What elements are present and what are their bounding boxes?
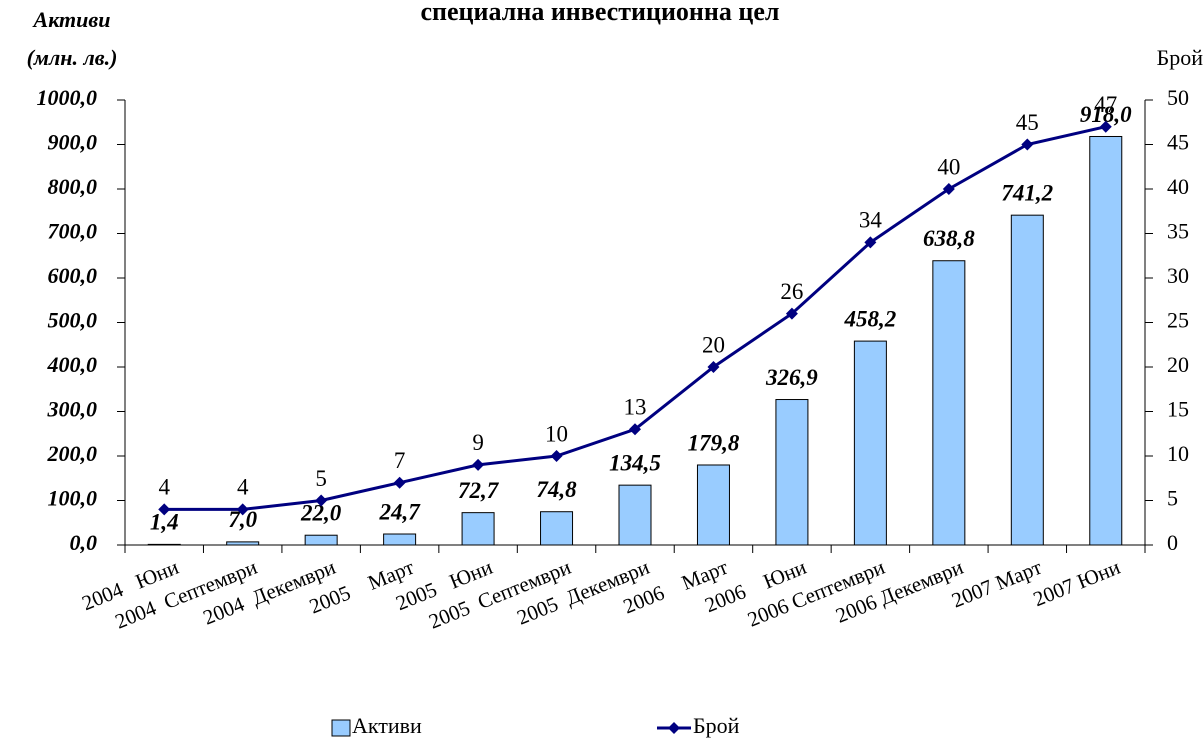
line-value-label: 10 bbox=[545, 421, 568, 446]
y2-tick-label: 25 bbox=[1167, 308, 1189, 333]
bar bbox=[775, 399, 809, 546]
bar bbox=[147, 543, 181, 546]
bar-value-label: 179,8 bbox=[688, 430, 740, 455]
line-value-label: 4 bbox=[158, 475, 170, 500]
legend-label: Активи bbox=[352, 713, 422, 738]
y2-axis-label: Брой bbox=[1157, 45, 1203, 70]
line-value-label: 9 bbox=[472, 430, 484, 455]
bar bbox=[618, 484, 652, 546]
line-marker bbox=[707, 361, 720, 373]
bar bbox=[1089, 135, 1123, 546]
line-value-label: 45 bbox=[1016, 110, 1039, 135]
bar-value-label: 326,9 bbox=[765, 365, 818, 390]
y-tick-label: 500,0 bbox=[48, 308, 98, 333]
bar bbox=[226, 541, 260, 546]
y2-tick-label: 30 bbox=[1167, 263, 1189, 288]
bar-value-label: 134,5 bbox=[609, 450, 661, 475]
x-tick-label: 2007 Юни bbox=[1030, 555, 1124, 611]
line-value-label: 34 bbox=[859, 208, 883, 233]
line-value-label: 26 bbox=[780, 279, 803, 304]
legend-marker bbox=[668, 722, 680, 734]
y2-tick-label: 10 bbox=[1167, 441, 1189, 466]
bar-value-label: 638,8 bbox=[923, 226, 975, 251]
y-axis-unit: (млн. лв.) bbox=[27, 45, 118, 70]
y2-tick-label: 40 bbox=[1167, 174, 1189, 199]
line-marker bbox=[942, 183, 955, 195]
legend-swatch bbox=[331, 719, 351, 737]
bar-value-label: 72,7 bbox=[458, 478, 500, 503]
line-marker bbox=[785, 307, 798, 320]
bar bbox=[1010, 214, 1044, 546]
line-value-label: 7 bbox=[394, 448, 406, 473]
bar bbox=[540, 511, 574, 546]
y2-tick-label: 15 bbox=[1167, 397, 1189, 422]
line-marker bbox=[1021, 138, 1034, 151]
y2-tick-label: 20 bbox=[1167, 352, 1189, 377]
y-tick-label: 300,0 bbox=[47, 397, 98, 422]
line-value-label: 4 bbox=[237, 475, 249, 500]
line-marker bbox=[472, 458, 485, 471]
y2-tick-label: 45 bbox=[1167, 130, 1189, 155]
y-tick-label: 100,0 bbox=[48, 486, 98, 511]
chart-title: специална инвестиционна цел bbox=[421, 0, 780, 26]
line-value-label: 47 bbox=[1094, 92, 1117, 117]
line-marker bbox=[864, 236, 877, 249]
bar bbox=[853, 340, 887, 546]
y2-tick-label: 5 bbox=[1167, 486, 1178, 511]
line-marker bbox=[550, 450, 563, 462]
line-marker bbox=[315, 494, 328, 507]
y-tick-label: 900,0 bbox=[48, 130, 98, 155]
y2-tick-label: 35 bbox=[1167, 219, 1189, 244]
line-marker bbox=[236, 503, 249, 516]
bar bbox=[383, 533, 417, 546]
bar bbox=[932, 260, 966, 546]
bar bbox=[696, 464, 730, 546]
bar-value-label: 741,2 bbox=[1001, 180, 1053, 205]
bar-value-label: 74,8 bbox=[536, 477, 577, 502]
line-marker bbox=[393, 476, 406, 489]
bar-value-label: 458,2 bbox=[844, 306, 897, 331]
line-value-label: 20 bbox=[702, 332, 725, 357]
y-tick-label: 1000,0 bbox=[37, 85, 98, 110]
y-tick-label: 0,0 bbox=[70, 530, 98, 555]
y-tick-label: 200,0 bbox=[47, 441, 98, 466]
line-value-label: 13 bbox=[624, 395, 647, 420]
y-tick-label: 600,0 bbox=[48, 263, 98, 288]
bar bbox=[461, 512, 495, 546]
line-marker bbox=[1099, 120, 1112, 133]
legend-label: Брой bbox=[693, 713, 740, 738]
line-value-label: 5 bbox=[315, 466, 327, 491]
y-tick-label: 800,0 bbox=[48, 174, 98, 199]
y2-tick-label: 50 bbox=[1167, 85, 1189, 110]
bar-value-label: 24,7 bbox=[378, 499, 421, 524]
bar bbox=[304, 534, 338, 546]
line-marker bbox=[629, 423, 641, 436]
y-tick-label: 400,0 bbox=[47, 352, 98, 377]
line-value-label: 40 bbox=[937, 154, 960, 179]
x-tick-label: 2007 Март bbox=[948, 555, 1045, 613]
y-axis-label: Активи bbox=[32, 7, 111, 32]
y-tick-label: 700,0 bbox=[48, 219, 98, 244]
line-marker bbox=[158, 503, 171, 516]
y2-tick-label: 0 bbox=[1167, 530, 1178, 555]
